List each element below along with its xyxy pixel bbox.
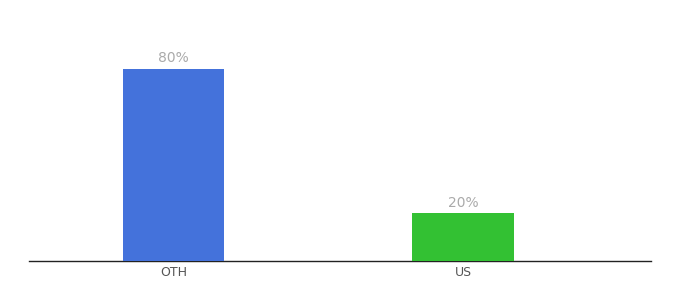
Text: 80%: 80% [158, 51, 189, 65]
Bar [123, 69, 224, 261]
Text: 20%: 20% [448, 196, 479, 209]
Bar [412, 213, 514, 261]
